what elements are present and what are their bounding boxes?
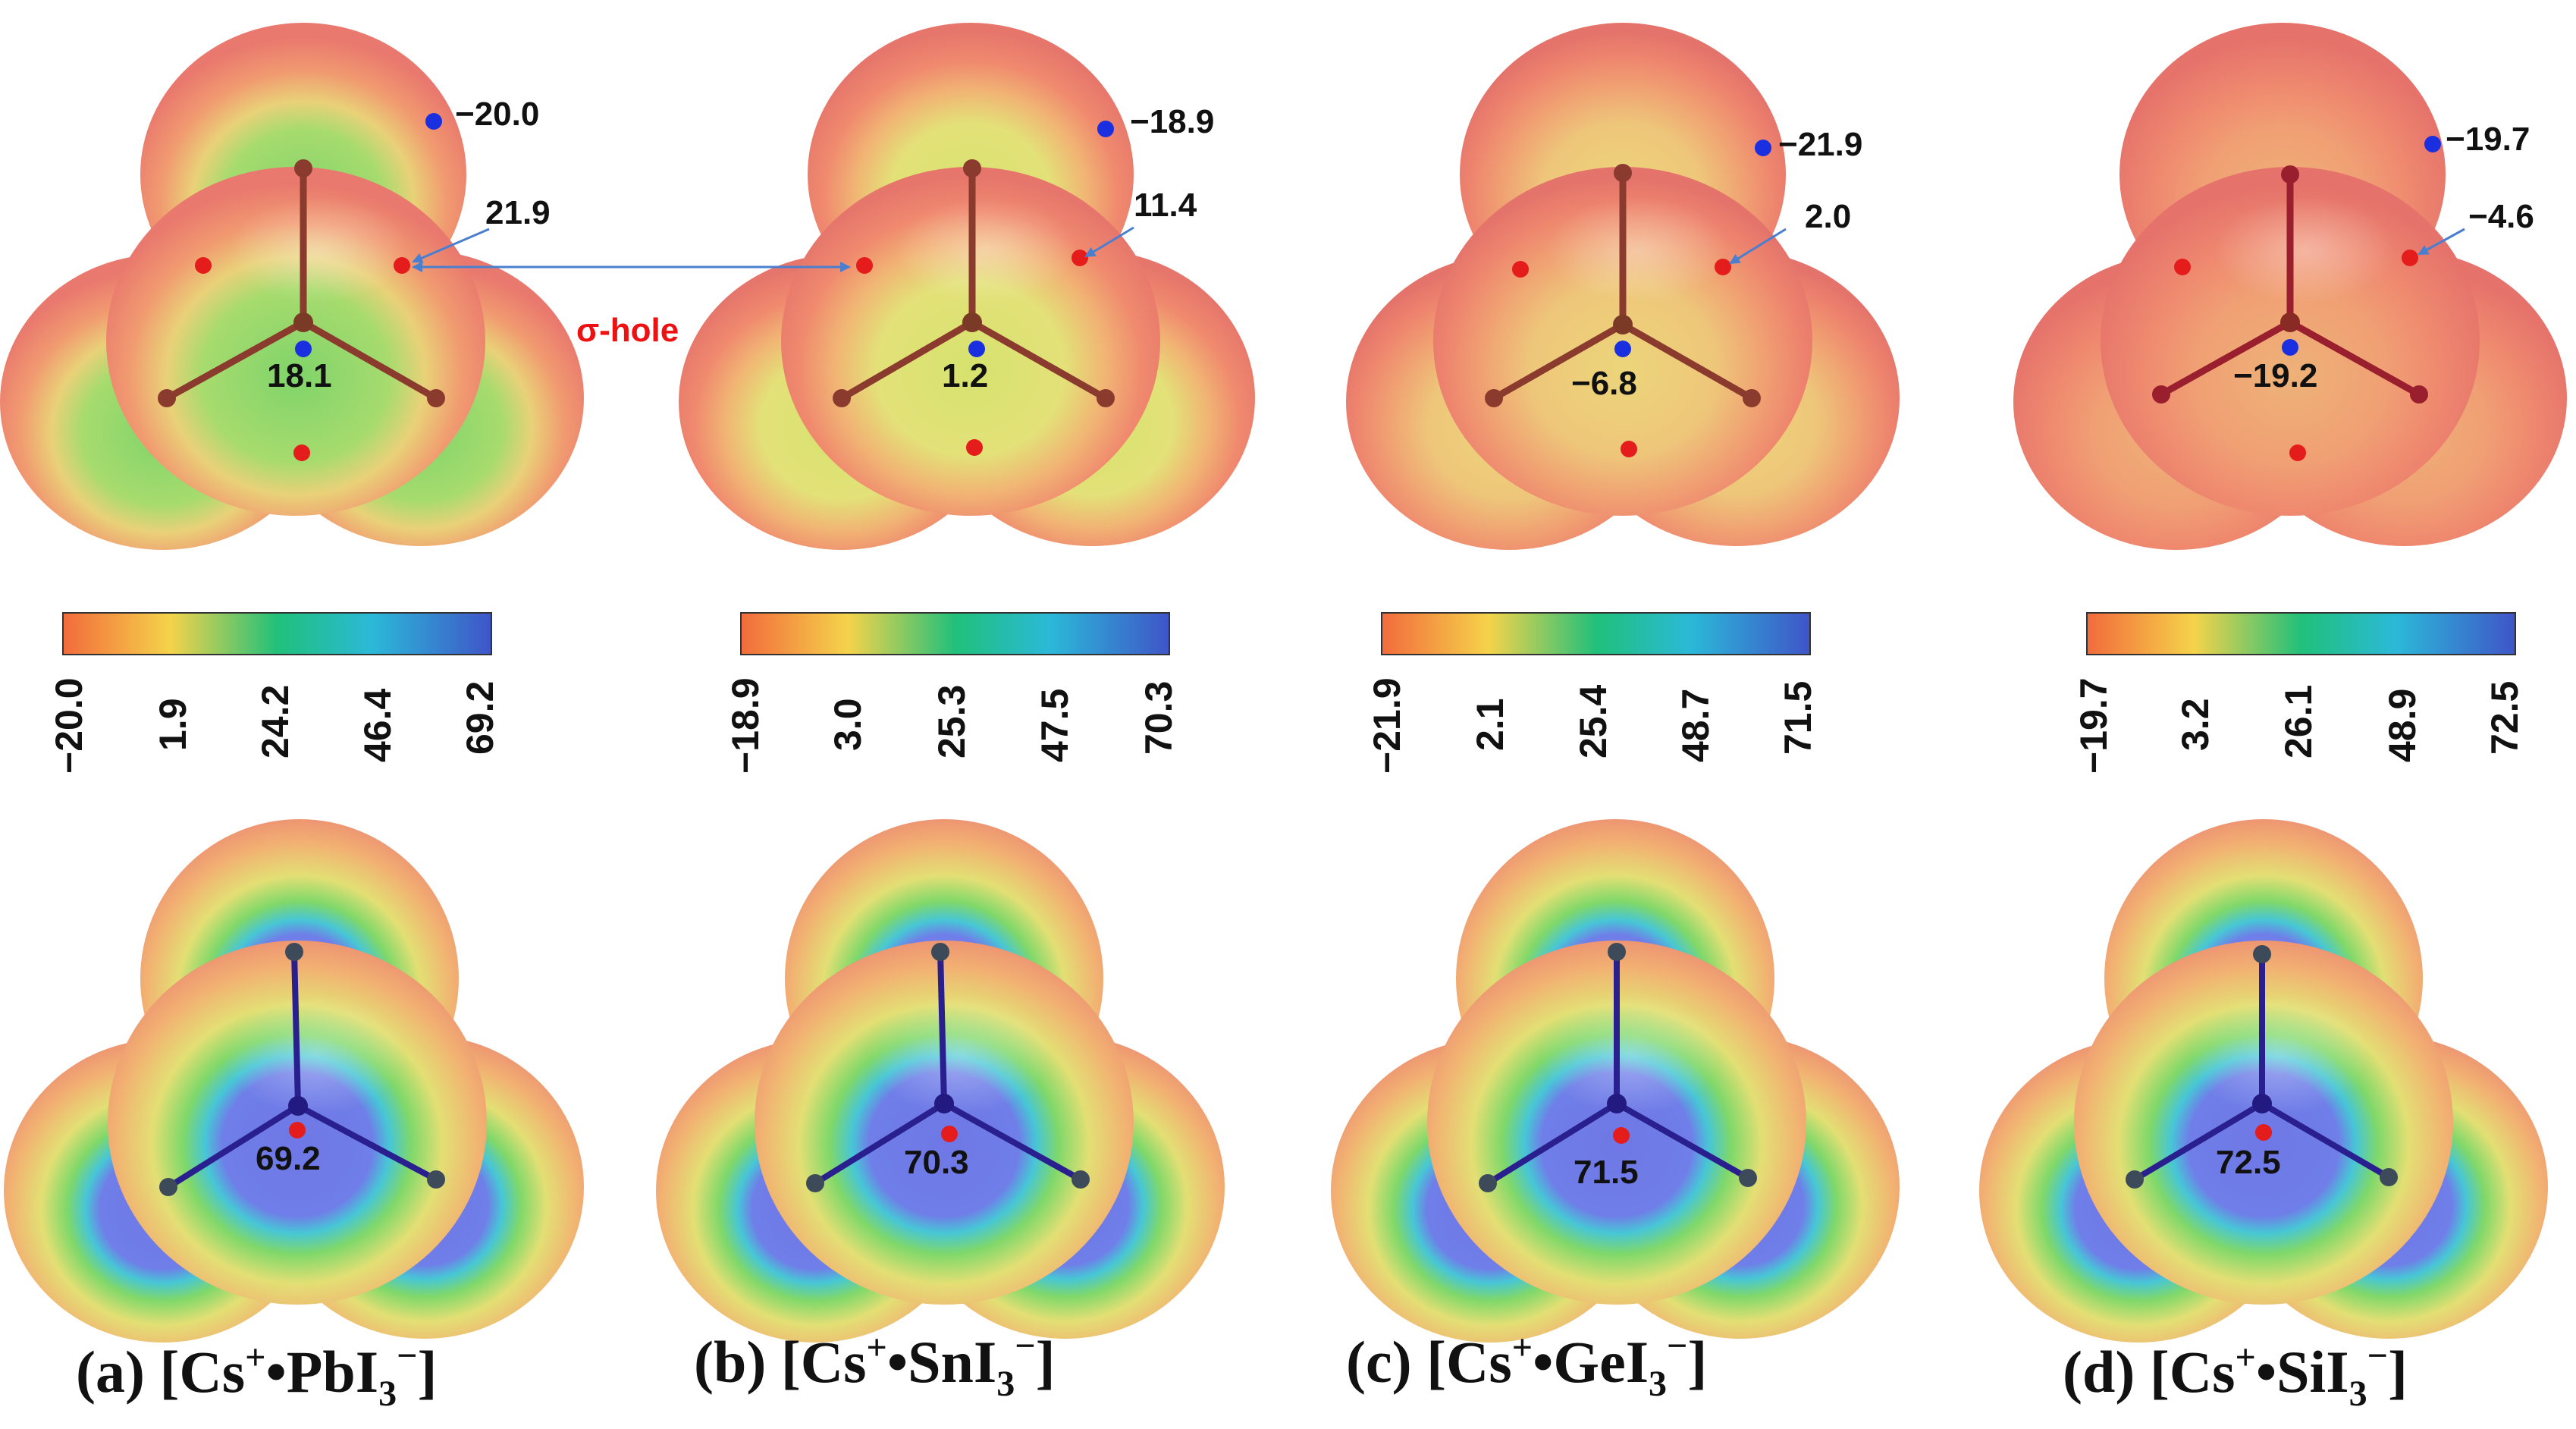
panel-a-sigma-hole-value: 21.9 xyxy=(485,194,551,231)
panel-c-top-surface xyxy=(1346,23,1900,550)
panel-a-caption: (a) [Cs+•PbI3−] xyxy=(76,1336,438,1414)
panel-c-outer-min: −21.9 xyxy=(1778,126,1862,163)
sigma-hole-label: σ-hole xyxy=(576,312,679,349)
panel-a-tick-3: 46.4 xyxy=(356,688,399,762)
panel-a-tick-0: −20.0 xyxy=(48,677,90,774)
panel-b-outer-min: −18.9 xyxy=(1130,103,1214,140)
panel-b-top-surface xyxy=(679,23,1255,550)
panel-c-center-value: −6.8 xyxy=(1571,365,1637,402)
panel-captions: (a) [Cs+•PbI3−] (b) [Cs+•SnI3−] (c) [Cs+… xyxy=(76,1326,2408,1414)
colorbar-tick-labels: −20.0 1.9 24.2 46.4 69.2 −18.9 3.0 25.3 … xyxy=(48,677,2526,774)
panel-d-colorbar xyxy=(2086,612,2516,655)
panel-b-bottom-value: 70.3 xyxy=(904,1144,969,1181)
panel-d-bottom-surface xyxy=(1979,819,2548,1343)
colorbars xyxy=(62,612,2516,655)
panel-c-bottom-surface xyxy=(1331,819,1900,1343)
panel-a-tick-1: 1.9 xyxy=(152,698,194,751)
panel-d-center-value: −19.2 xyxy=(2233,357,2317,394)
panel-d-tick-3: 48.9 xyxy=(2381,689,2424,762)
panel-c-bottom-value: 71.5 xyxy=(1574,1154,1639,1191)
panel-c-tick-3: 48.7 xyxy=(1674,689,1717,762)
panel-d-tick-4: 72.5 xyxy=(2483,681,2526,755)
panel-c-caption: (c) [Cs+•GeI3−] xyxy=(1346,1326,1707,1404)
panel-c-sigma-hole-value: 2.0 xyxy=(1805,198,1851,235)
panel-d-tick-2: 26.1 xyxy=(2277,685,2320,758)
panel-d-sigma-hole-value: −4.6 xyxy=(2468,198,2534,235)
panel-a-tick-4: 69.2 xyxy=(459,681,501,755)
panel-c-tick-4: 71.5 xyxy=(1777,681,1819,755)
panel-b-tick-2: 25.3 xyxy=(930,685,973,758)
panel-a-tick-2: 24.2 xyxy=(254,685,297,758)
panel-d-outer-min: −19.7 xyxy=(2446,121,2530,158)
panel-a-colorbar xyxy=(62,612,492,655)
panel-b-tick-4: 70.3 xyxy=(1137,681,1180,755)
panel-c-colorbar xyxy=(1381,612,1811,655)
panel-c-tick-1: 2.1 xyxy=(1469,698,1511,751)
panel-d-top-surface xyxy=(2013,23,2567,550)
panel-b-sigma-hole-value: 11.4 xyxy=(1134,187,1197,224)
panel-b-tick-0: −18.9 xyxy=(724,677,767,774)
panel-d-bottom-value: 72.5 xyxy=(2216,1144,2281,1181)
panel-c-tick-2: 25.4 xyxy=(1572,684,1614,758)
panel-d-caption: (d) [Cs+•SiI3−] xyxy=(2063,1336,2408,1414)
panel-b-colorbar xyxy=(740,612,1170,655)
panel-b-tick-1: 3.0 xyxy=(827,698,869,751)
bottom-value-labels: 69.2 70.3 71.5 72.5 xyxy=(256,1140,2281,1191)
panel-a-center-value: 18.1 xyxy=(267,357,332,394)
top-value-labels: −20.0 21.9 18.1 −18.9 11.4 1.2 −21.9 2.0… xyxy=(267,96,2534,402)
panel-a-outer-min: −20.0 xyxy=(455,96,539,133)
panel-d-tick-1: 3.2 xyxy=(2174,698,2217,751)
panel-b-tick-3: 47.5 xyxy=(1034,689,1076,762)
panel-b-caption: (b) [Cs+•SnI3−] xyxy=(694,1326,1056,1404)
panel-c-tick-0: −21.9 xyxy=(1366,677,1408,774)
sigma-hole-arrows xyxy=(412,226,2465,272)
panel-d-tick-0: −19.7 xyxy=(2072,677,2115,774)
panel-a-bottom-value: 69.2 xyxy=(256,1140,321,1177)
panel-b-bottom-surface xyxy=(656,819,1225,1343)
panel-a-bottom-surface xyxy=(4,819,584,1343)
panel-b-center-value: 1.2 xyxy=(942,357,988,394)
panel-a-top-surface xyxy=(0,23,584,550)
